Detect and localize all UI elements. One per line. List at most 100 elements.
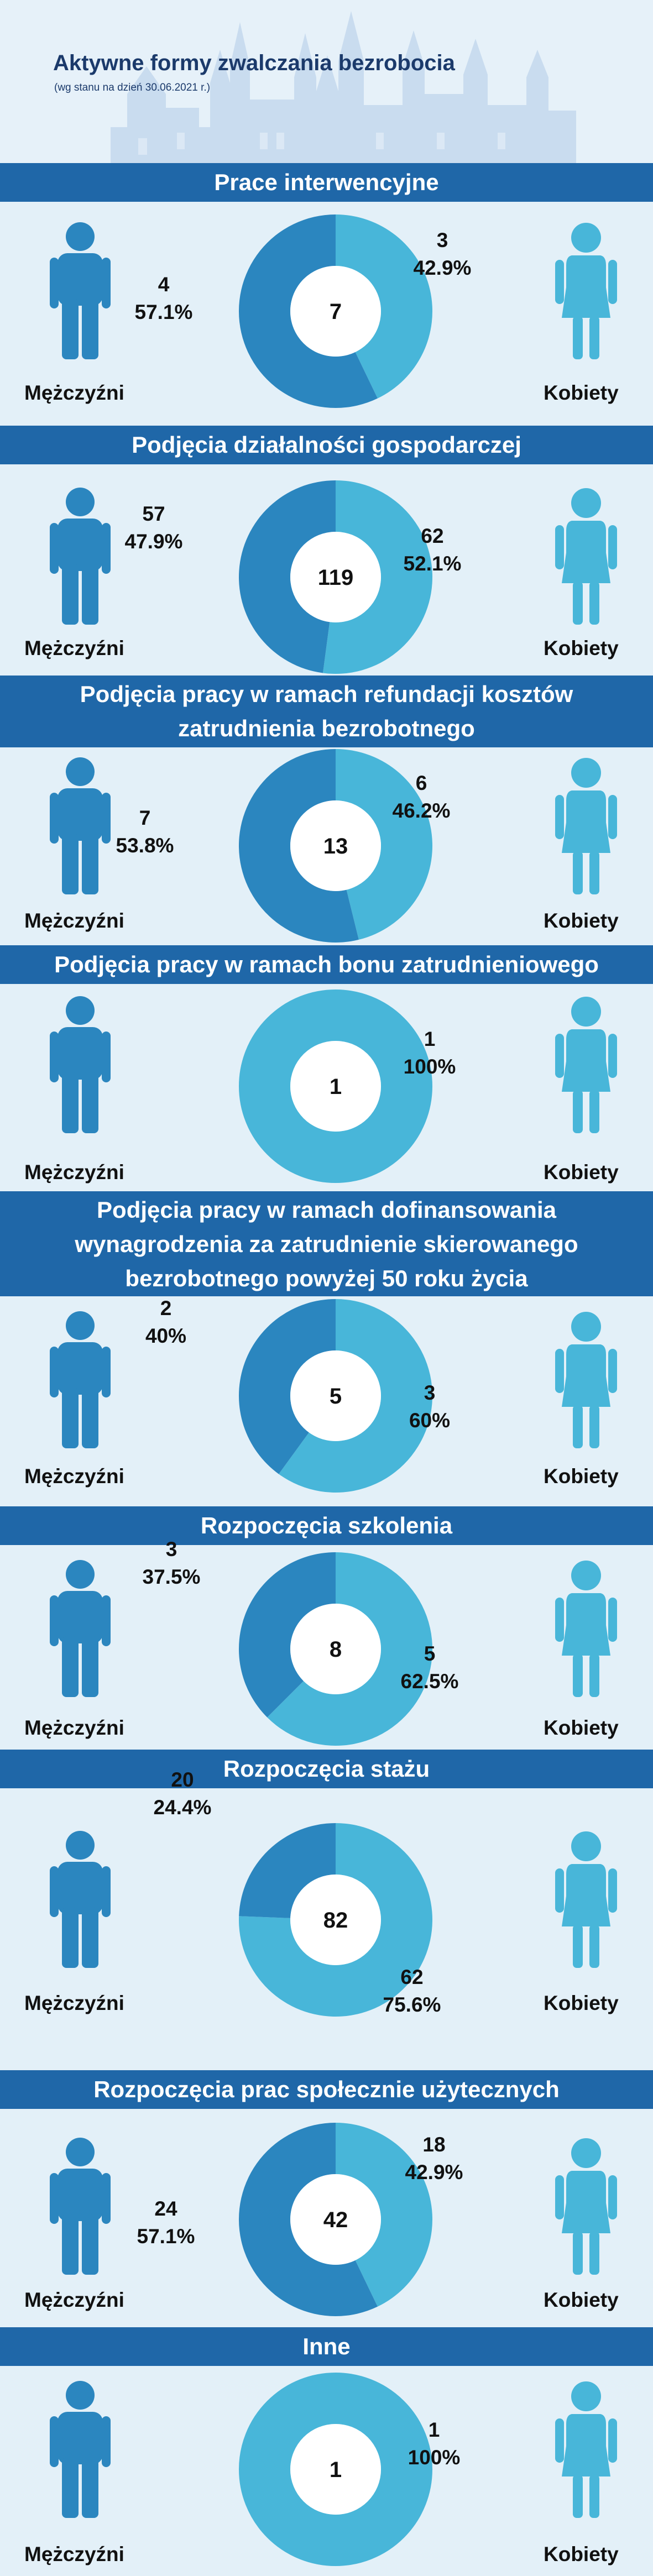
donut-total-label: 119 bbox=[318, 566, 354, 590]
woman-icon bbox=[553, 1310, 619, 1448]
men-label: Mężczyźni bbox=[24, 1992, 124, 2014]
section-title-band: Inne bbox=[0, 2327, 653, 2366]
women-value-label-count: 62 bbox=[421, 525, 444, 547]
women-value-label-count: 18 bbox=[422, 2133, 446, 2156]
women-label: Kobiety bbox=[544, 1716, 619, 1739]
women-value-label: 3 60% bbox=[385, 1379, 474, 1434]
women-value-label: 62 75.6% bbox=[368, 1964, 456, 2019]
man-icon bbox=[50, 2380, 111, 2518]
donut-slice-women bbox=[279, 1299, 432, 1493]
women-label: Kobiety bbox=[544, 1465, 619, 1488]
women-value-label-count: 62 bbox=[400, 1966, 424, 1988]
donut-slice-women bbox=[336, 2123, 432, 2307]
woman-icon bbox=[553, 995, 619, 1133]
women-value-label: 3 42.9% bbox=[398, 227, 487, 282]
men-value-label-count: 7 bbox=[139, 807, 151, 829]
donut-slice-women bbox=[239, 989, 432, 1183]
section-title-band: Rozpoczęcia szkolenia bbox=[0, 1506, 653, 1545]
donut-total-label: 7 bbox=[330, 300, 342, 324]
section-title-band: Podjęcia pracy w ramach bonu zatrudnieni… bbox=[0, 945, 653, 984]
donut-center bbox=[290, 1350, 381, 1441]
men-value-label: 7 53.8% bbox=[101, 804, 189, 860]
men-label: Mężczyźni bbox=[24, 381, 124, 404]
women-value-label: 1 100% bbox=[390, 2416, 478, 2472]
donut-total-label: 42 bbox=[323, 2208, 348, 2232]
woman-icon bbox=[553, 221, 619, 359]
men-value-label-percent: 53.8% bbox=[116, 834, 174, 857]
men-label: Mężczyźni bbox=[24, 909, 124, 932]
section-title-band: Rozpoczęcia stażu bbox=[0, 1750, 653, 1788]
donut-slice-women bbox=[239, 1823, 432, 2017]
donut-center bbox=[290, 1875, 381, 1965]
women-value-label-percent: 46.2% bbox=[392, 799, 451, 822]
men-label: Mężczyźni bbox=[24, 1716, 124, 1739]
donut-total-label: 1 bbox=[330, 1075, 342, 1099]
header: Aktywne formy zwalczania bezrobocia (wg … bbox=[0, 0, 653, 163]
donut-total-label: 1 bbox=[330, 2458, 342, 2482]
woman-icon bbox=[553, 2137, 619, 2275]
men-value-label: 24 57.1% bbox=[122, 2195, 210, 2250]
women-value-label-percent: 75.6% bbox=[383, 1993, 441, 2016]
donut-chart: 7 bbox=[238, 214, 432, 408]
donut-total-label: 82 bbox=[323, 1908, 348, 1933]
donut-slice-men bbox=[239, 1552, 336, 1718]
men-value-label: 20 24.4% bbox=[138, 1766, 227, 1821]
women-value-label-percent: 62.5% bbox=[400, 1670, 459, 1693]
woman-icon bbox=[553, 486, 619, 625]
donut-slice-women bbox=[322, 480, 433, 674]
donut-slice-women bbox=[336, 214, 432, 399]
men-value-label-count: 57 bbox=[142, 502, 165, 525]
women-value-label: 62 52.1% bbox=[388, 522, 477, 578]
man-icon bbox=[50, 1310, 111, 1448]
women-value-label-count: 1 bbox=[428, 2418, 440, 2441]
page-title: Aktywne formy zwalczania bezrobocia bbox=[53, 51, 455, 75]
section-title-band: Podjęcia pracy w ramach dofinansowania w… bbox=[0, 1191, 653, 1296]
man-icon bbox=[50, 221, 111, 359]
women-value-label-percent: 42.9% bbox=[413, 256, 472, 279]
woman-icon bbox=[553, 756, 619, 894]
women-value-label-percent: 52.1% bbox=[403, 552, 462, 575]
donut-total-label: 13 bbox=[323, 834, 348, 858]
donut-chart: 1 bbox=[239, 989, 432, 1183]
donut-center bbox=[290, 1041, 381, 1132]
men-value-label-percent: 57.1% bbox=[134, 301, 193, 323]
page-subtitle: (wg stanu na dzień 30.06.2021 r.) bbox=[54, 82, 211, 93]
section-title-band: Podjęcia działalności gospodarczej bbox=[0, 426, 653, 464]
women-label: Kobiety bbox=[544, 1992, 619, 2014]
women-value-label-count: 1 bbox=[424, 1028, 436, 1050]
men-value-label-percent: 47.9% bbox=[124, 530, 183, 553]
men-value-label-count: 4 bbox=[158, 273, 170, 296]
women-label: Kobiety bbox=[544, 381, 619, 404]
men-label: Mężczyźni bbox=[24, 1465, 124, 1488]
men-label: Mężczyźni bbox=[24, 2289, 124, 2311]
donut-center bbox=[290, 532, 381, 622]
section-title-band: Prace interwencyjne bbox=[0, 163, 653, 202]
donut-total-label: 8 bbox=[330, 1637, 342, 1662]
donut-center bbox=[290, 800, 381, 891]
women-value-label-percent: 100% bbox=[408, 2446, 461, 2469]
men-value-label: 4 57.1% bbox=[119, 271, 208, 326]
donut-center bbox=[290, 2424, 381, 2515]
men-label: Mężczyźni bbox=[24, 637, 124, 659]
women-value-label: 6 46.2% bbox=[377, 769, 466, 825]
donut-slice-men bbox=[239, 1299, 336, 1474]
donut-slice-women bbox=[239, 2373, 432, 2566]
men-value-label-percent: 40% bbox=[145, 1324, 187, 1347]
donut-chart: 82 bbox=[239, 1823, 432, 2017]
men-value-label: 3 37.5% bbox=[127, 1536, 216, 1591]
donut-slice-men bbox=[238, 2123, 378, 2316]
donut-slice-men bbox=[239, 1823, 336, 1918]
men-value-label: 57 47.9% bbox=[109, 500, 198, 556]
women-value-label: 1 100% bbox=[385, 1025, 474, 1081]
section-title-band: Podjęcia pracy w ramach refundacji koszt… bbox=[0, 676, 653, 747]
men-value-label: 2 40% bbox=[122, 1295, 210, 1350]
donut-chart: 42 bbox=[238, 2123, 432, 2316]
city-skyline-illustration bbox=[111, 11, 576, 163]
donut-slice-women bbox=[336, 749, 432, 940]
donut-center bbox=[290, 2174, 381, 2265]
donut-chart: 13 bbox=[238, 749, 432, 943]
women-value-label-count: 6 bbox=[415, 772, 427, 794]
men-value-label-count: 3 bbox=[165, 1538, 177, 1561]
women-label: Kobiety bbox=[544, 2289, 619, 2311]
women-value-label-count: 5 bbox=[424, 1642, 436, 1665]
